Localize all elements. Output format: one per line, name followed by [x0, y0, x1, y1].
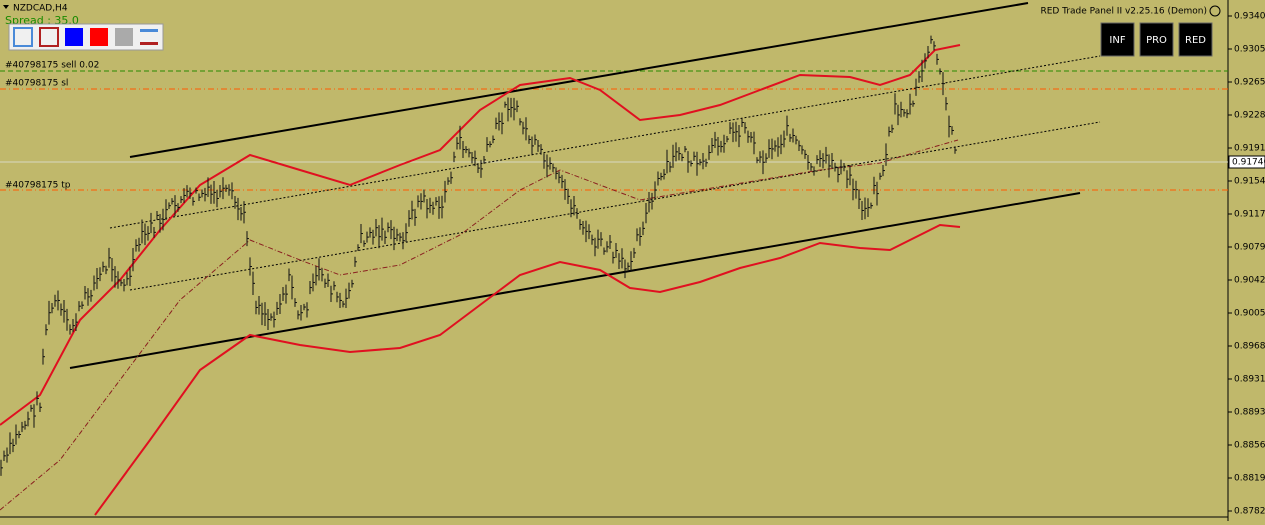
menu-arrow: [3, 5, 9, 9]
panel-buttons: INF PRO RED: [1100, 22, 1213, 57]
order-label: #40798175 tp: [5, 181, 71, 191]
tool-button[interactable]: [39, 27, 59, 47]
order-label: #40798175 sl: [5, 79, 68, 89]
panel-button-label: PRO: [1146, 35, 1167, 46]
current-price: 0.91740: [1232, 158, 1265, 168]
toolbar-bg: [8, 23, 164, 51]
panel-button[interactable]: [1139, 22, 1174, 57]
symbol-label: NZDCAD,H4: [13, 4, 68, 14]
tool-button[interactable]: [140, 42, 158, 45]
channel-lower: [69, 192, 1081, 369]
tool-button[interactable]: [65, 28, 83, 46]
channel-mid: [109, 55, 1101, 229]
order-label: #40798175 sell 0.02: [5, 61, 99, 71]
moving-average: [0, 139, 959, 511]
tool-button[interactable]: [13, 27, 33, 47]
panel-button[interactable]: [1100, 22, 1135, 57]
color-toolbar: [8, 23, 164, 51]
panel-button[interactable]: [1178, 22, 1213, 57]
channel-upper: [129, 2, 1029, 158]
panel-button-label: RED: [1185, 35, 1206, 46]
price-bars: [0, 35, 957, 476]
panel-button-label: INF: [1109, 35, 1125, 46]
tool-button[interactable]: [140, 29, 158, 32]
tool-button[interactable]: [90, 28, 108, 46]
envelope-lower: [94, 223, 961, 516]
current-price-box: [1228, 155, 1265, 169]
tool-button[interactable]: [115, 28, 133, 46]
panel-title: RED Trade Panel II v2.25.16 (Demon): [1040, 7, 1207, 17]
channel-mid: [129, 121, 1101, 291]
panel-icon: [1209, 5, 1221, 17]
